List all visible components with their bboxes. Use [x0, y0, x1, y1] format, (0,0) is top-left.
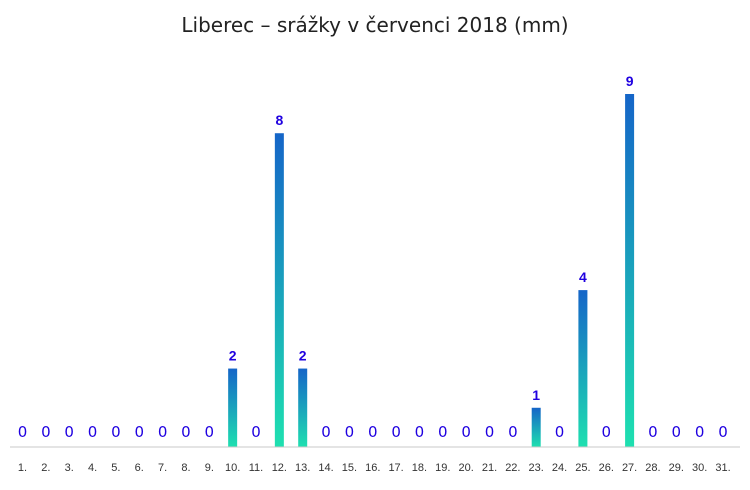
- x-tick-label: 27.: [622, 462, 637, 474]
- value-label: 0: [158, 423, 168, 441]
- value-label: 0: [368, 423, 378, 441]
- chart-title: Liberec – srážky v červenci 2018 (mm): [181, 13, 568, 37]
- value-label: 0: [601, 423, 611, 441]
- value-label: 0: [111, 423, 121, 441]
- x-tick-label: 14.: [318, 462, 333, 474]
- value-label: 2: [229, 348, 237, 364]
- x-tick-label: 25.: [575, 462, 590, 474]
- value-label: 0: [415, 423, 425, 441]
- x-tick-label: 10.: [225, 462, 240, 474]
- x-tick-label: 6.: [135, 462, 144, 474]
- x-tick-label: 2.: [41, 462, 50, 474]
- value-label: 0: [391, 423, 401, 441]
- value-label: 0: [438, 423, 448, 441]
- value-label: 0: [64, 423, 74, 441]
- bar: [228, 368, 238, 447]
- x-tick-label: 3.: [65, 462, 74, 474]
- x-tick-label: 8.: [181, 462, 190, 474]
- x-tick-label: 11.: [249, 462, 263, 474]
- value-label: 1: [532, 387, 540, 403]
- value-label: 0: [345, 423, 355, 441]
- x-tick-label: 22.: [505, 462, 520, 474]
- value-label: 2: [299, 348, 307, 364]
- x-tick-label: 31.: [715, 462, 730, 474]
- x-tick-label: 7.: [158, 462, 167, 474]
- x-tick-label: 4.: [88, 462, 97, 474]
- value-label: 0: [485, 423, 495, 441]
- x-tick-label: 18.: [412, 462, 427, 474]
- x-tick-label: 5.: [111, 462, 120, 474]
- bar: [298, 368, 308, 447]
- x-tick-label: 23.: [529, 462, 544, 474]
- x-tick-label: 30.: [692, 462, 707, 474]
- value-label: 0: [321, 423, 331, 441]
- value-label: 0: [18, 423, 28, 441]
- x-tick-label: 13.: [295, 462, 310, 474]
- value-label: 0: [205, 423, 215, 441]
- x-tick-labels-group: 1. 2. 3. 4. 5. 6. 7. 8. 9. 10. 11. 12. 13. 14. 15. 16. 1…: [18, 462, 731, 474]
- value-label: 0: [648, 423, 658, 441]
- x-tick-label: 19.: [435, 462, 450, 474]
- value-label: 0: [88, 423, 98, 441]
- value-label: 9: [626, 73, 634, 89]
- x-tick-label: 24.: [552, 462, 567, 474]
- x-tick-label: 26.: [599, 462, 614, 474]
- x-tick-label: 16.: [365, 462, 380, 474]
- value-label: 0: [672, 423, 682, 441]
- value-label: 0: [695, 423, 705, 441]
- x-tick-label: 12.: [272, 462, 287, 474]
- x-tick-label: 21.: [482, 462, 497, 474]
- x-tick-label: 20.: [459, 462, 474, 474]
- value-label: 8: [275, 112, 283, 128]
- bar: [531, 407, 541, 447]
- bar: [578, 290, 588, 447]
- x-tick-label: 28.: [645, 462, 660, 474]
- value-label: 0: [718, 423, 728, 441]
- value-label: 0: [251, 423, 261, 441]
- bar: [274, 133, 284, 447]
- value-label: 0: [555, 423, 565, 441]
- x-tick-label: 29.: [669, 462, 684, 474]
- x-tick-label: 17.: [388, 462, 403, 474]
- x-tick-label: 15.: [342, 462, 357, 474]
- x-tick-label: 9.: [205, 462, 214, 474]
- value-label: 0: [508, 423, 518, 441]
- value-label: 0: [461, 423, 471, 441]
- value-label: 0: [134, 423, 144, 441]
- bar: [625, 94, 635, 447]
- value-label: 0: [181, 423, 191, 441]
- bars-group: [228, 94, 635, 447]
- x-tick-label: 1.: [18, 462, 27, 474]
- value-label: 4: [579, 269, 587, 285]
- value-label: 0: [41, 423, 51, 441]
